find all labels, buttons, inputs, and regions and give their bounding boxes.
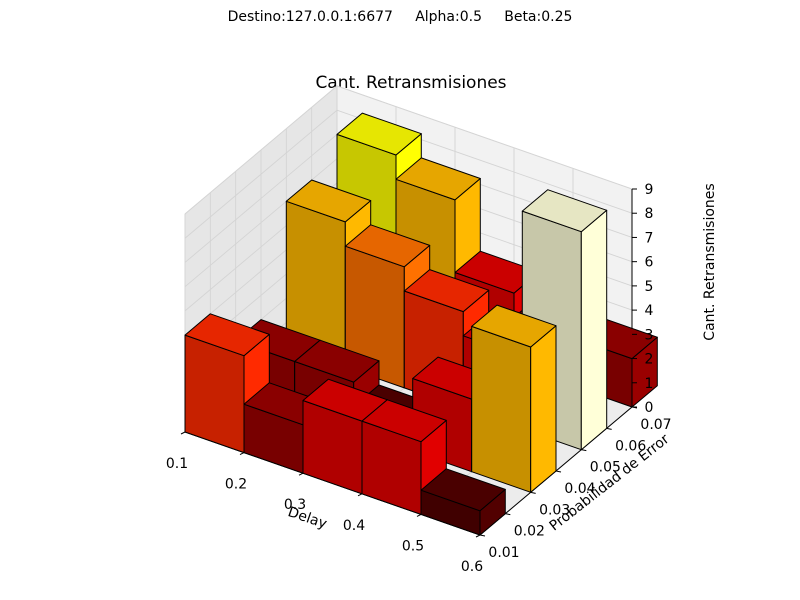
x-tick (357, 493, 363, 497)
y-tick-label: 0.06 (615, 438, 646, 454)
x-tick-label: 0.4 (343, 518, 365, 534)
z-tick-label: 8 (645, 206, 654, 222)
z-gridline-left (184, 109, 338, 239)
z-gridline-back (336, 85, 633, 190)
z-tick-label: 7 (645, 230, 654, 246)
x-tick (416, 513, 422, 517)
z-tick-label: 9 (645, 182, 654, 198)
y-tick-label: 0.02 (514, 524, 545, 540)
x-tick (239, 452, 245, 456)
y-tick-label: 0.03 (539, 502, 570, 518)
y-tick (606, 427, 612, 430)
z-gridline-left (184, 134, 338, 263)
bar-side-face (530, 325, 557, 493)
x-tick (298, 472, 304, 476)
y-tick-label: 0.05 (590, 460, 621, 476)
bar-top-face (420, 468, 506, 512)
y-tick (555, 470, 562, 473)
x-tick-label: 0.5 (402, 538, 424, 554)
z-tick-label: 0 (645, 400, 654, 416)
y-tick (479, 534, 486, 537)
y-tick-label: 0.04 (564, 481, 595, 497)
bar-top-face (471, 304, 557, 348)
x-axis-label: Delay (286, 504, 329, 532)
chart-title: Cant. Retransmisiones (315, 73, 507, 93)
figure-suptitle: Destino:127.0.0.1:6677 Alpha:0.5 Beta:0.… (227, 9, 573, 25)
bar-top-face (395, 157, 481, 201)
z-tick-label: 6 (645, 255, 654, 271)
z-axis-label: Cant. Retransmisiones (702, 183, 718, 340)
y-tick (581, 449, 587, 452)
bar-top-face (285, 179, 372, 223)
z-tick-label: 1 (645, 376, 654, 392)
y-tick-label: 0.01 (488, 545, 519, 561)
z-tick-label: 4 (645, 303, 654, 319)
x-tick-label: 0.2 (225, 477, 247, 493)
z-tick-label: 5 (645, 279, 654, 295)
x-tick (180, 431, 186, 435)
bar-front-face (471, 325, 532, 493)
x-tick-label: 0.1 (166, 456, 188, 472)
z-tick-label: 2 (645, 352, 654, 368)
bar-top-face (294, 339, 380, 383)
bar-top-face (403, 269, 490, 313)
bars (184, 112, 658, 536)
bar-top-face (336, 112, 422, 156)
z-tick-label: 3 (645, 327, 654, 343)
bar-top-face (521, 189, 608, 233)
ticks (180, 188, 638, 538)
bar (420, 468, 506, 536)
bar-side-face (580, 209, 608, 451)
bar-top-face (361, 399, 447, 443)
bar-top-face (184, 313, 270, 357)
y-tick-label: 0.07 (640, 417, 671, 433)
x-tick-label: 0.3 (284, 497, 306, 513)
x-tick (475, 534, 481, 538)
y-tick (530, 491, 536, 494)
bar-top-face (344, 224, 431, 268)
bar (471, 304, 557, 493)
x-tick-label: 0.6 (461, 559, 483, 575)
z-gridline-left (184, 85, 338, 215)
y-tick (505, 513, 511, 516)
